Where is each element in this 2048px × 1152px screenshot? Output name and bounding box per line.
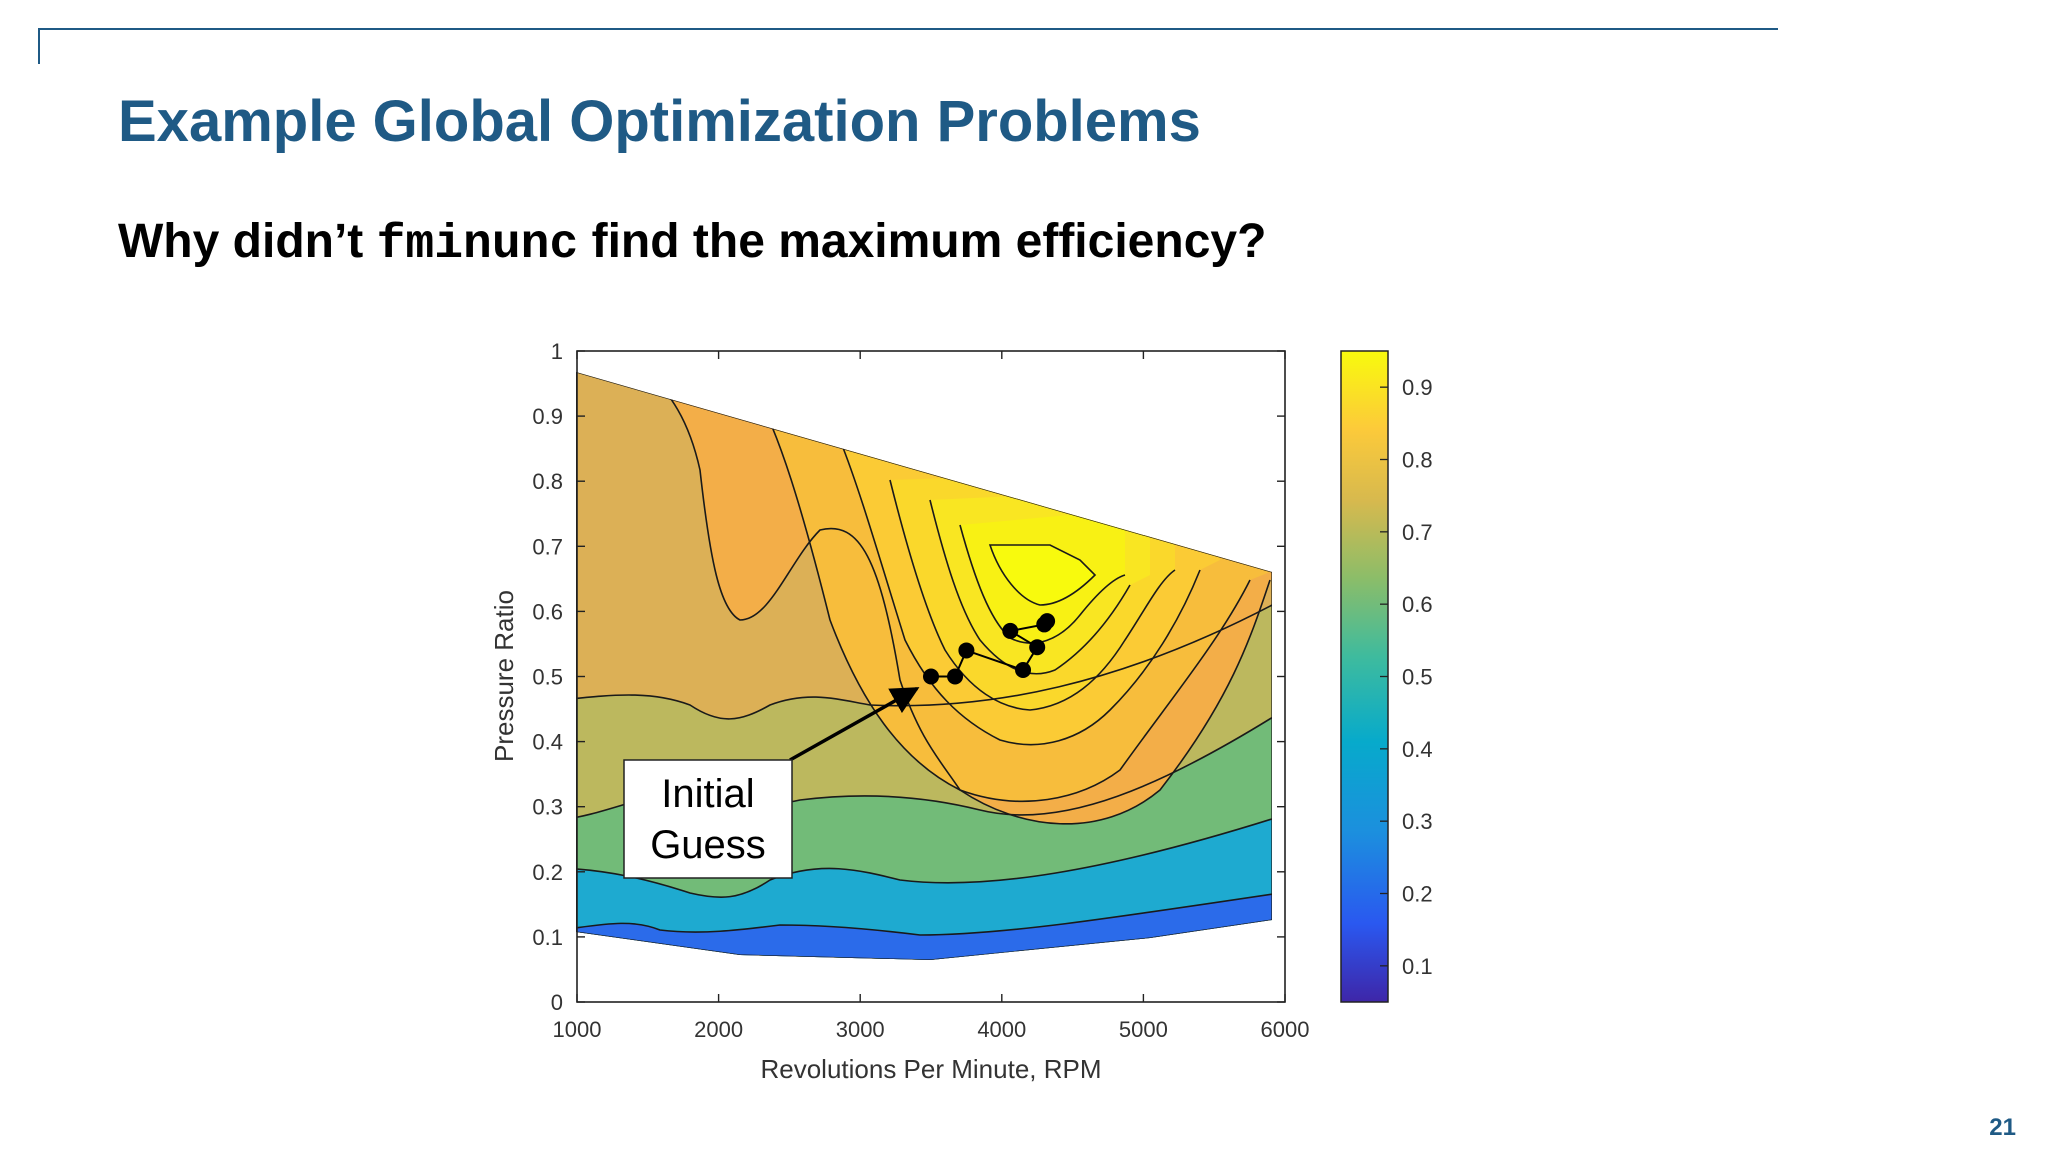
y-tick-label: 1 (551, 339, 563, 364)
optimizer-point (1015, 661, 1032, 678)
annotation-line-2: Guess (650, 823, 766, 867)
optimizer-point (923, 668, 939, 685)
region-boundary (576, 372, 1272, 960)
contour-line (759, 399, 1251, 803)
optimizer-path (923, 613, 1056, 685)
x-tick-label: 6000 (1261, 1017, 1310, 1042)
colorbar-tick-label: 0.9 (1402, 375, 1433, 400)
colorbar-tick-label: 0.3 (1402, 809, 1433, 834)
x-tick-label: 1000 (553, 1017, 602, 1042)
optimizer-point (947, 668, 964, 685)
question-suffix: find the maximum efficiency? (578, 215, 1267, 268)
x-tick-label: 2000 (694, 1017, 743, 1042)
y-tick-label: 0.1 (532, 925, 563, 950)
optimizer-point (1039, 613, 1056, 630)
contour-line (576, 809, 1272, 899)
colorbar-tick-label: 0.5 (1402, 665, 1433, 690)
colorbar-tick-label: 0.1 (1402, 954, 1433, 979)
y-tick-label: 0.7 (532, 534, 563, 559)
annotation: Initial Guess (623, 686, 920, 879)
colorbar-tick-label: 0.2 (1402, 882, 1433, 907)
band-0-96 (990, 545, 1095, 605)
y-tick-label: 0.5 (532, 665, 563, 690)
y-tick-label: 0.8 (532, 469, 563, 494)
top-rule (38, 28, 1778, 30)
x-axis: 1000 2000 3000 4000 5000 6000 (553, 351, 1310, 1042)
colorbar-tick-label: 0.4 (1402, 737, 1433, 762)
question-code: fminunc (376, 218, 579, 272)
page-number: 21 (1989, 1114, 2016, 1141)
colorbar-tick-label: 0.6 (1402, 592, 1433, 617)
question-prefix: Why didn’t (118, 215, 377, 268)
optimizer-point (958, 642, 975, 659)
optimizer-point (1002, 622, 1019, 639)
x-tick-label: 5000 (1119, 1017, 1168, 1042)
x-tick-label: 3000 (836, 1017, 885, 1042)
plot-area: 1000 2000 3000 4000 5000 6000 0 0.1 0.2 0.3 0.4 0.… (489, 339, 1310, 1084)
slide-question: Why didn’t fminunc find the maximum effi… (118, 214, 1266, 272)
y-tick-label: 0.6 (532, 599, 563, 624)
optimizer-point (1029, 639, 1046, 656)
contour-line (988, 544, 1097, 606)
contour-line (889, 479, 1176, 711)
top-rule-tick (38, 28, 40, 64)
x-tick-label: 4000 (977, 1017, 1026, 1042)
band-0-45 (576, 810, 1272, 960)
colorbar-ticks: 0.1 0.2 0.3 0.4 0.5 0.6 0.7 0.8 0.9 (1380, 375, 1433, 979)
annotation-box (623, 759, 793, 879)
colorbar: 0.1 0.2 0.3 0.4 0.5 0.6 0.7 0.8 0.9 (1340, 350, 1433, 1003)
contour-line (599, 372, 1271, 825)
x-axis-label: Revolutions Per Minute, RPM (760, 1054, 1101, 1084)
annotation-line-1: Initial (661, 772, 754, 816)
y-tick-label: 0.3 (532, 795, 563, 820)
y-tick-label: 0 (551, 990, 563, 1015)
annotation-arrow (789, 686, 920, 762)
y-tick-label: 0.9 (532, 404, 563, 429)
contour-line (576, 589, 1272, 720)
y-axis: 0 0.1 0.2 0.3 0.4 0.5 0.6 0.7 0.8 0.9 1 (532, 339, 1285, 1015)
y-axis-label: Pressure Ratio (489, 590, 519, 762)
colorbar-tick-label: 0.8 (1402, 448, 1433, 473)
slide-title: Example Global Optimization Problems (118, 89, 1201, 154)
colorbar-tick-label: 0.7 (1402, 520, 1433, 545)
y-tick-label: 0.2 (532, 860, 563, 885)
band-0-20 (576, 890, 1272, 960)
contour-line (576, 889, 1272, 936)
y-tick-label: 0.4 (532, 730, 563, 755)
contour-line (839, 439, 1201, 746)
